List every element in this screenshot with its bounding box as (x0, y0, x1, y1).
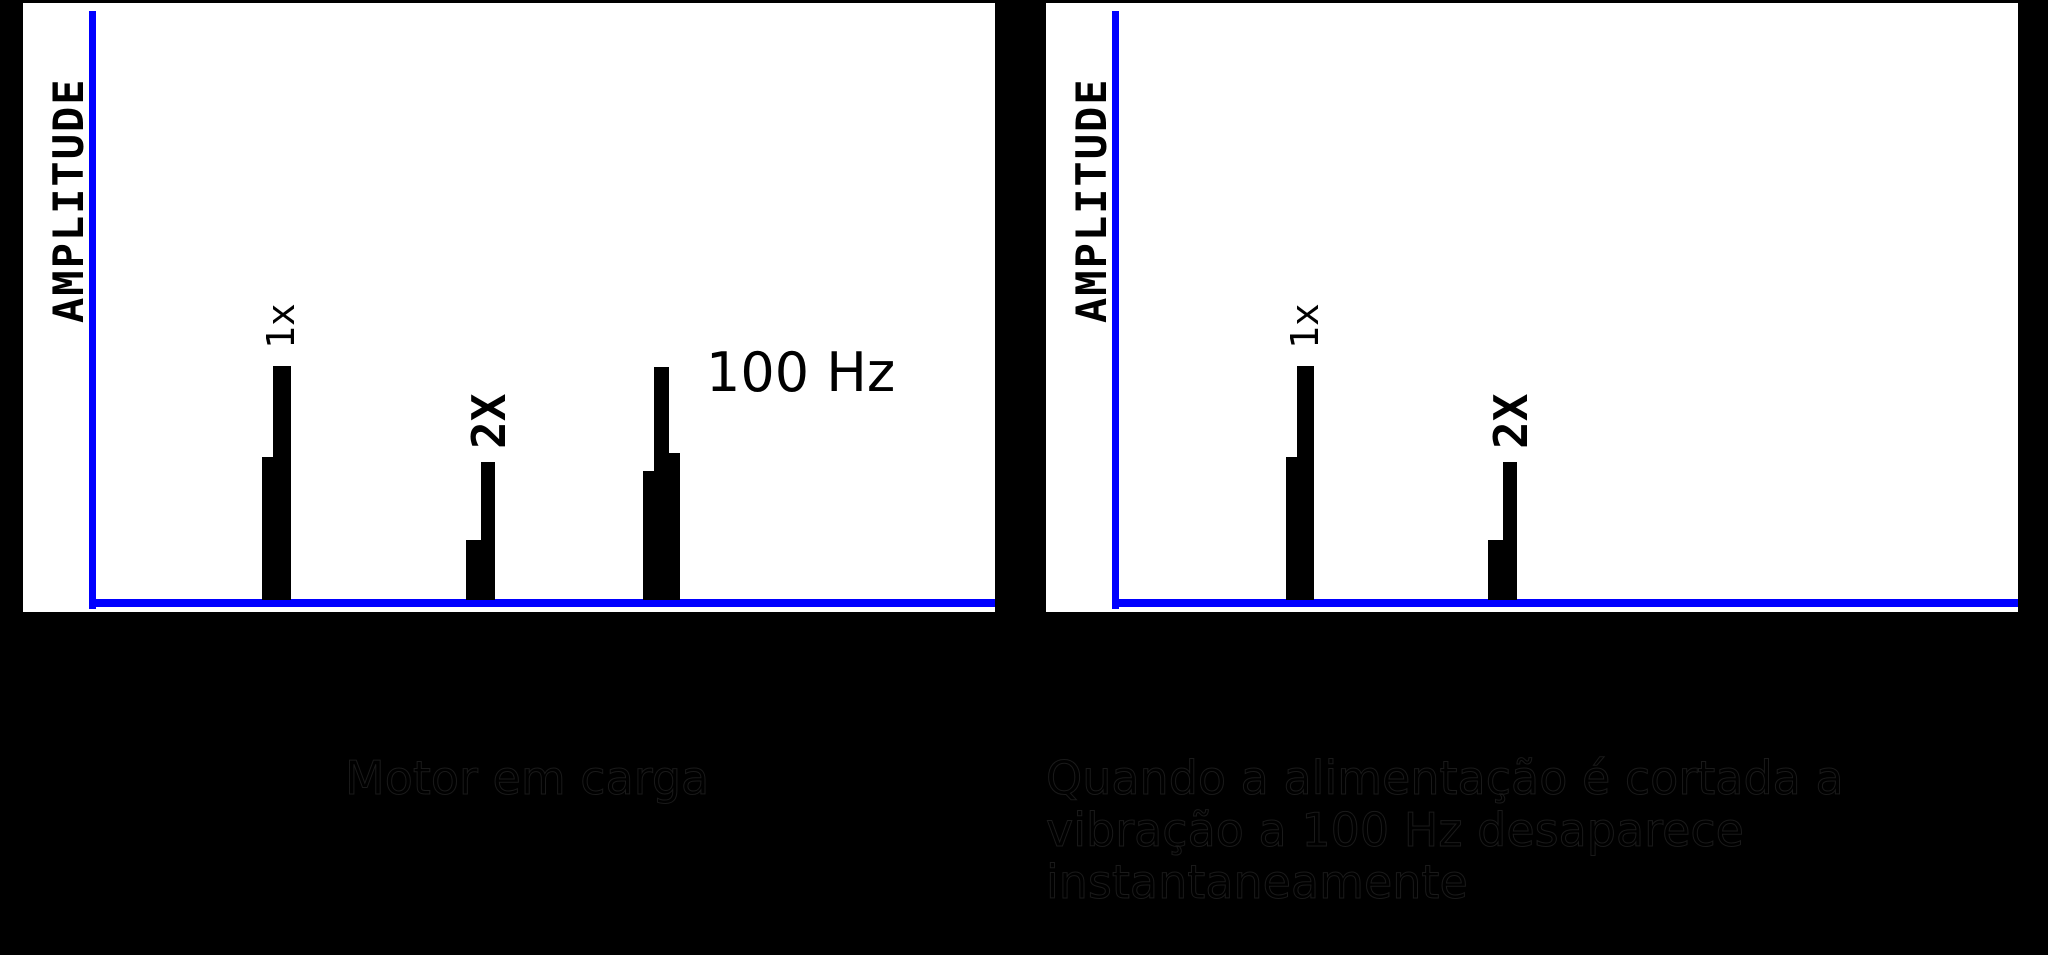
y-axis-label: AMPLITUDE (1067, 77, 1116, 323)
peak-1x-bar (273, 366, 291, 600)
caption-power-cut: Quando a alimentação é cortada a vibraçã… (1046, 751, 1845, 909)
peak-2x-bar (1503, 462, 1517, 600)
peak-1x-bar-shoulder (1286, 457, 1298, 600)
peak-2x-label: 2X (1484, 393, 1538, 449)
peak-2x-label: 2X (462, 393, 516, 449)
spectrum-chart-loaded: AMPLITUDE 1x 2X 100 Hz (23, 3, 995, 612)
peak-1x-bar (1297, 366, 1314, 600)
y-axis-label: AMPLITUDE (44, 77, 93, 323)
peak-1x-bar-shoulder (262, 457, 274, 600)
peak-100hz-label: 100 Hz (706, 341, 896, 404)
peak-100hz-bar-right (668, 453, 680, 600)
x-axis-line (1112, 599, 2018, 607)
x-axis-line (89, 599, 995, 607)
y-axis-line (89, 11, 96, 609)
y-axis-line (1112, 11, 1119, 609)
peak-100hz-bar (654, 367, 669, 600)
spectrum-chart-power-off: AMPLITUDE 1x 2X (1046, 3, 2018, 612)
peak-1x-label: 1x (1283, 303, 1327, 349)
peak-1x-label: 1x (259, 303, 303, 349)
peak-2x-bar (481, 462, 495, 600)
peak-2x-bar-shoulder (1488, 540, 1504, 600)
peak-2x-bar-shoulder (466, 540, 482, 600)
caption-motor-loaded: Motor em carga (344, 751, 710, 805)
